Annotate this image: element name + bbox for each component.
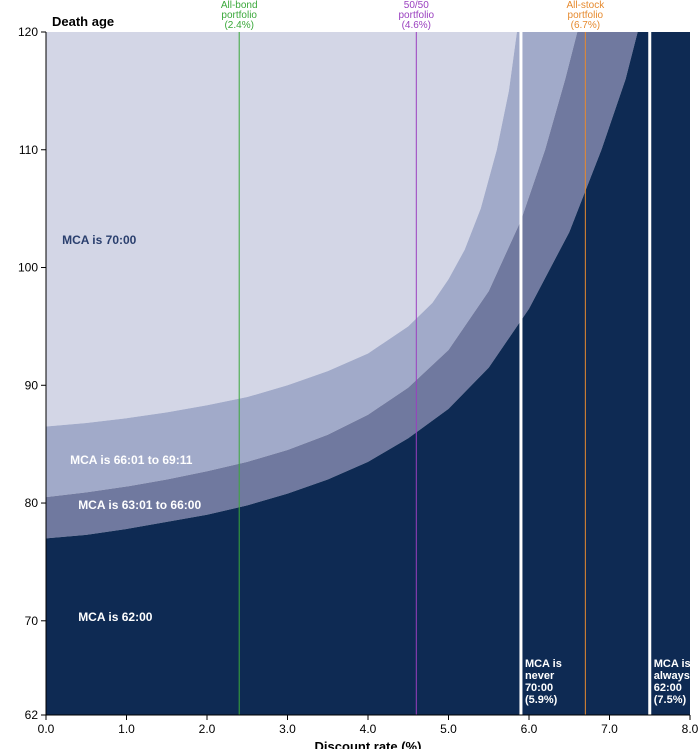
x-axis-label: Discount rate (%) — [315, 739, 422, 749]
x-tick-label: 1.0 — [118, 722, 135, 736]
reference-line-label: (6.7%) — [571, 20, 600, 31]
reference-line-bottom-label: 62:00 — [654, 682, 682, 694]
y-tick-label: 80 — [25, 496, 39, 510]
x-tick-label: 4.0 — [360, 722, 377, 736]
region-label: MCA is 63:01 to 66:00 — [78, 498, 201, 512]
chart-svg: MCA is 70:00 MCA is 66:01 to 69:11 MCA is … — [0, 0, 700, 749]
reference-line-bottom-label: never — [525, 670, 555, 682]
x-tick-label: 0.0 — [38, 722, 55, 736]
x-tick-label: 5.0 — [440, 722, 457, 736]
y-axis-label: Death age — [52, 14, 114, 29]
reference-line-bottom-label: always — [654, 670, 690, 682]
reference-line-bottom-label: (5.9%) — [525, 694, 558, 706]
y-tick-label: 110 — [19, 143, 38, 157]
y-tick-label: 70 — [25, 614, 39, 628]
reference-line-bottom-label: (7.5%) — [654, 694, 687, 706]
y-tick-label: 62 — [25, 708, 39, 722]
y-tick-label: 100 — [18, 261, 38, 275]
reference-line-bottom-label: 70:00 — [525, 682, 553, 694]
x-tick-label: 8.0 — [682, 722, 699, 736]
x-tick-label: 2.0 — [199, 722, 216, 736]
y-tick-label: 120 — [18, 25, 38, 39]
mca-region-chart: MCA is 70:00 MCA is 66:01 to 69:11 MCA is … — [0, 0, 700, 749]
x-tick-label: 6.0 — [521, 722, 538, 736]
x-tick-label: 3.0 — [279, 722, 296, 736]
region-label: MCA is 70:00 — [62, 233, 137, 247]
region-label: MCA is 66:01 to 69:11 — [70, 453, 193, 467]
y-tick-label: 90 — [25, 378, 39, 392]
x-tick-label: 7.0 — [601, 722, 618, 736]
region-label: MCA is 62:00 — [78, 610, 153, 624]
reference-line-bottom-label: MCA is — [654, 658, 691, 670]
reference-line-label: (2.4%) — [224, 20, 253, 31]
reference-line-label: (4.6%) — [402, 20, 431, 31]
reference-line-bottom-label: MCA is — [525, 658, 562, 670]
